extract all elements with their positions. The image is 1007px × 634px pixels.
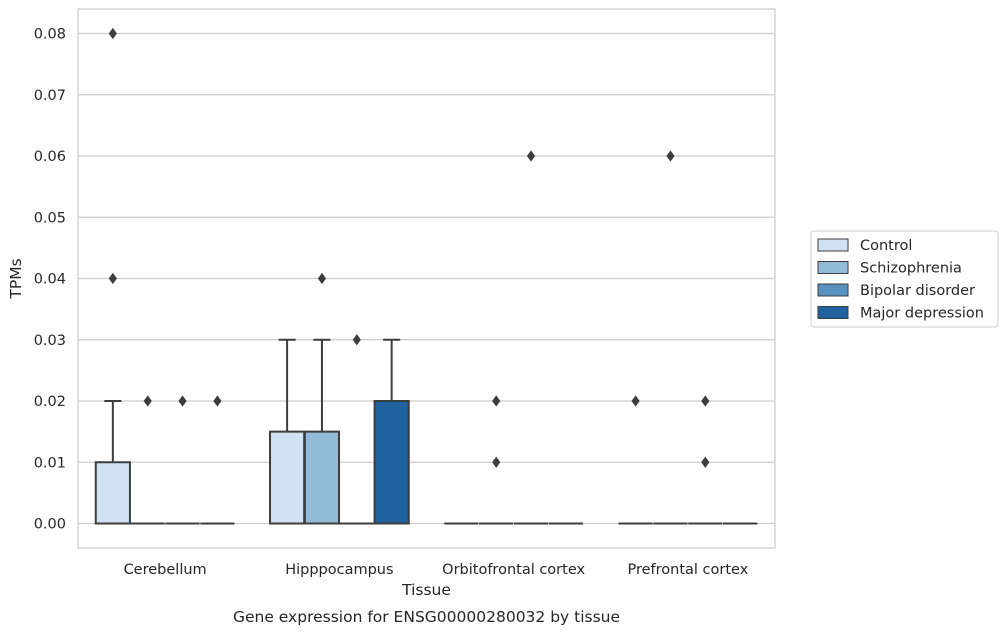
box-bipolar-disorder [165, 395, 200, 525]
y-tick-label: 0.03 [34, 333, 66, 349]
legend-label: Schizophrenia [860, 261, 962, 277]
outlier-point [492, 395, 501, 407]
outlier-point [317, 272, 327, 285]
box-control [94, 27, 131, 525]
legend-label: Control [860, 238, 912, 254]
legend: Control Schizophrenia Bipolar disorder Majo… [810, 230, 999, 328]
legend-swatch [817, 238, 849, 252]
y-tick-label: 0.07 [34, 88, 66, 104]
y-axis-label: TPMs [7, 258, 25, 299]
legend-label: Major depression [860, 306, 984, 322]
outlier-point [213, 395, 222, 407]
box-control [269, 338, 306, 525]
legend-frame [810, 230, 999, 328]
outlier-point [178, 395, 187, 407]
legend-swatch [817, 306, 849, 319]
box-bipolar-disorder [513, 150, 549, 525]
x-tick-label: Hipppocampus [285, 562, 393, 578]
box-bipolar-disorder [688, 395, 723, 525]
box-iqr [94, 461, 131, 525]
box-schizophrenia [653, 150, 688, 525]
box-schizophrenia [130, 395, 165, 525]
x-tick-label: Cerebellum [124, 562, 207, 578]
outlier-point [631, 395, 640, 407]
x-axis-ticks: Cerebellum Hipppocampus Orbitofrontal cort… [124, 562, 749, 578]
legend-swatch [817, 261, 849, 274]
outlier-point [701, 456, 710, 468]
outlier-point [108, 272, 117, 285]
x-tick-label: Prefrontal cortex [627, 562, 748, 578]
box-major-depression [200, 395, 235, 525]
outlier-point [492, 456, 501, 468]
y-axis-ticks: 0.00 0.01 0.02 0.03 0.04 0.05 0.06 0.07 0.08 [34, 27, 66, 533]
box-control [618, 395, 653, 525]
box-plot-series [94, 27, 758, 525]
plot-frame [77, 8, 776, 549]
y-tick-label: 0.06 [34, 149, 66, 165]
box-bipolar-disorder [339, 334, 374, 525]
box-schizophrenia [303, 272, 341, 525]
chart-caption: Gene expression for ENSG00000280032 by t… [233, 608, 620, 626]
legend-swatch [817, 283, 849, 297]
y-tick-label: 0.02 [34, 394, 66, 410]
y-tick-label: 0.05 [34, 210, 66, 226]
y-tick-label: 0.01 [34, 455, 66, 471]
x-axis-label: Tissue [401, 581, 451, 599]
x-tick-label: Orbitofrontal cortex [442, 562, 585, 578]
outlier-point [666, 150, 675, 162]
y-tick-label: 0.08 [34, 27, 66, 43]
outlier-point [526, 150, 536, 162]
box-iqr [269, 430, 306, 525]
legend-label: Bipolar disorder [860, 283, 975, 299]
outlier-point [701, 395, 710, 407]
box-iqr [303, 430, 341, 525]
y-tick-label: 0.00 [34, 517, 66, 533]
outlier-point [108, 27, 117, 40]
box-major-depression [373, 338, 410, 525]
box-schizophrenia [479, 395, 514, 525]
y-tick-label: 0.04 [34, 272, 66, 288]
box-iqr [373, 400, 410, 525]
outlier-point [352, 334, 361, 346]
grid-lines [78, 32, 775, 525]
outlier-point [143, 395, 152, 407]
